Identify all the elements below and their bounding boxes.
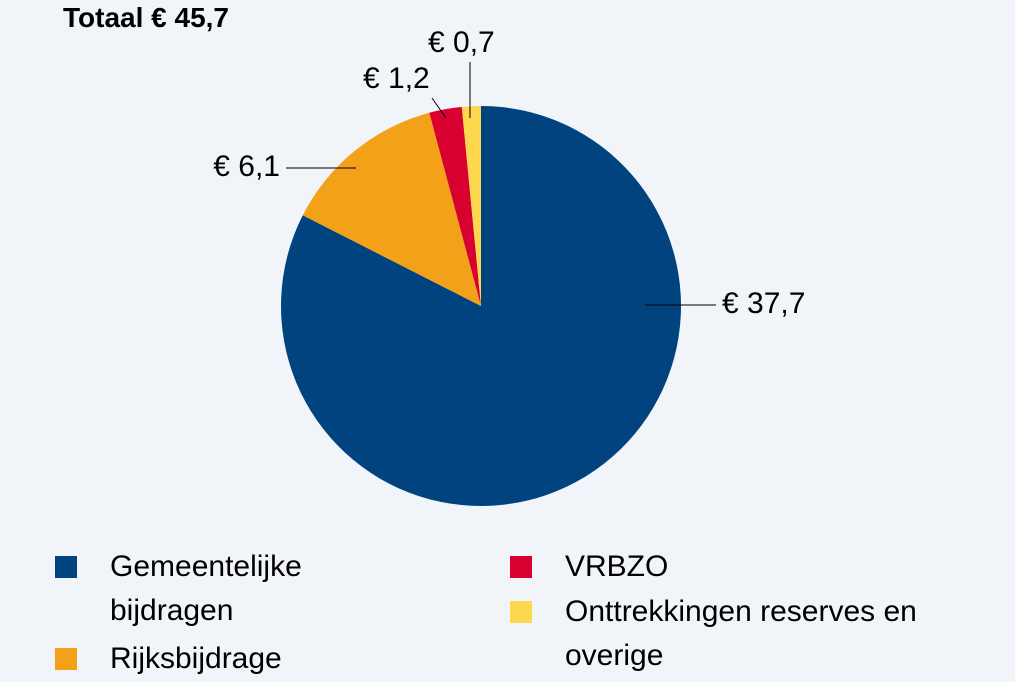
- pie-slice: [429, 106, 481, 306]
- legend-label: VRBZO: [565, 550, 669, 583]
- pie-slice: [461, 106, 481, 306]
- legend-label: Rijksbijdrage: [110, 642, 282, 675]
- data-label: € 1,2: [363, 62, 430, 95]
- leader-line: [431, 97, 447, 119]
- data-label: € 6,1: [213, 150, 280, 183]
- legend-swatch: [55, 556, 77, 578]
- data-label: € 37,7: [722, 287, 805, 320]
- legend-swatch: [55, 648, 77, 670]
- legend-label: Onttrekkingen reserves en overige: [565, 595, 917, 672]
- legend-label: Gemeentelijke bijdragen: [110, 550, 302, 627]
- data-label: € 0,7: [428, 26, 495, 59]
- legend-swatch: [510, 601, 532, 623]
- legend-swatch: [510, 556, 532, 578]
- pie-slice: [302, 112, 481, 306]
- chart-title: Totaal € 45,7: [63, 2, 229, 33]
